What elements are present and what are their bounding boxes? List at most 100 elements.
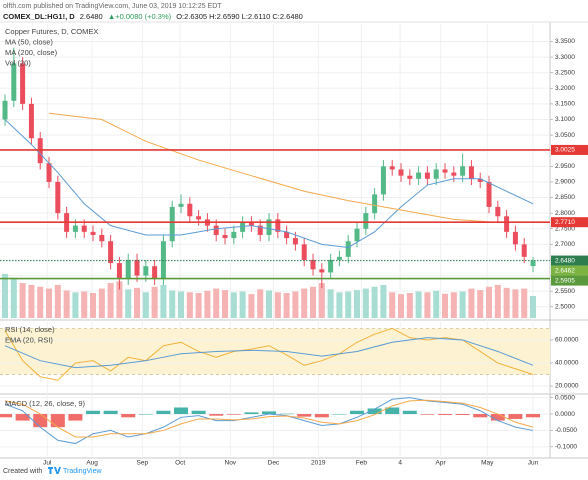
symbol: COMEX_DL:HG1!, D	[3, 12, 75, 21]
legend-entry: MA (200, close)	[5, 48, 58, 57]
candle-body	[416, 172, 422, 179]
y-tick-label: 3.1500	[555, 101, 575, 108]
candle-body	[28, 103, 34, 139]
volume-bar	[195, 293, 202, 318]
candle-body	[433, 169, 439, 179]
candle-body	[196, 216, 202, 220]
macd-histogram-bar	[68, 414, 83, 421]
candle-body	[222, 234, 228, 239]
volume-bar	[292, 291, 299, 318]
macd-histogram-bar	[526, 414, 541, 418]
volume-bar	[433, 290, 440, 318]
volume-bar	[186, 292, 193, 318]
macd-histogram-bar	[191, 410, 206, 415]
volume-bar	[310, 286, 317, 318]
y-tick-label: 3.3000	[555, 54, 575, 61]
volume-bar	[116, 281, 123, 318]
macd-histogram-bar	[33, 414, 48, 428]
macd-histogram-bar	[473, 414, 488, 418]
x-tick-label: Jul	[43, 460, 52, 467]
volume-bar	[178, 291, 185, 318]
macd-histogram-bar	[367, 408, 382, 415]
y-tick-label: 3.1000	[555, 116, 575, 123]
y-tick-label: 3.3500	[555, 38, 575, 45]
y-tick-label: 40.0000	[555, 360, 579, 367]
candle-body	[301, 244, 307, 260]
volume-bar	[28, 284, 35, 318]
y-tick-label: 3.0500	[555, 132, 575, 139]
level-label-box	[551, 255, 588, 266]
macd-histogram-bar	[279, 413, 294, 415]
x-tick-label: Dec	[268, 460, 280, 467]
candle-body	[116, 263, 122, 279]
level-label: 2.6462	[555, 267, 575, 274]
y-tick-label: 2.9000	[555, 179, 575, 186]
logo	[48, 467, 61, 474]
macd-histogram-bar	[138, 414, 153, 415]
candle-body	[407, 175, 413, 179]
candle-body	[451, 172, 457, 176]
candle-body	[134, 259, 140, 276]
candle-body	[512, 231, 518, 245]
volume-bar	[398, 294, 405, 318]
volume-bar	[19, 283, 26, 318]
x-tick-label: 2019	[311, 460, 326, 467]
legend-entry: EMA (20, RSI)	[5, 335, 53, 344]
macd-histogram-bar	[455, 414, 470, 416]
macd-histogram-bar	[385, 407, 400, 415]
legend-entry: Copper Futures, D, COMEX	[5, 27, 98, 36]
x-tick-label: Jun	[528, 460, 539, 467]
candle-body	[292, 238, 298, 245]
candle-body	[248, 222, 254, 226]
volume-bar	[301, 288, 308, 318]
candle-body	[257, 225, 263, 235]
volume-bar	[239, 291, 246, 318]
legend-entry: MA (50, close)	[5, 37, 53, 46]
candle-body	[530, 260, 536, 267]
volume-bar	[336, 292, 343, 318]
volume-bar	[274, 292, 281, 318]
indicator-line	[4, 119, 534, 248]
macd-histogram-bar	[402, 410, 417, 415]
macd-histogram-bar	[314, 414, 329, 418]
candle-body	[187, 203, 193, 217]
candle-body	[72, 225, 78, 232]
legend-entry: RSI (14, close)	[5, 325, 55, 334]
y-tick-label: 2.7000	[555, 241, 575, 248]
level-label: 2.6480	[555, 257, 575, 264]
macd-histogram-bar	[508, 414, 523, 419]
y-tick-label: -0.1000	[555, 444, 577, 451]
candle-body	[11, 63, 17, 101]
indicator-line	[4, 337, 534, 369]
legend-entry: MACD (12, 26, close, 9)	[5, 399, 86, 408]
footer-brand: TradingView	[63, 468, 102, 475]
macd-histogram-bar	[226, 414, 241, 415]
level-label-box	[551, 217, 588, 228]
volume-bar	[468, 288, 475, 318]
ohlc: O:2.6305 H:2.6590 L:2.6110 C:2.6480	[176, 12, 303, 21]
macd-histogram-bar	[209, 414, 224, 416]
candle-body	[284, 231, 290, 239]
volume-bar	[142, 292, 149, 318]
level-label-box	[551, 275, 588, 286]
x-tick-label: Nov	[225, 460, 237, 467]
volume-bar	[107, 283, 114, 318]
candle-body	[266, 219, 272, 235]
x-tick-label: Sep	[137, 460, 149, 467]
macd-histogram-bar	[50, 414, 65, 428]
y-tick-label: 2.8000	[555, 210, 575, 217]
macd-histogram-bar	[244, 412, 259, 415]
candle-body	[108, 241, 114, 264]
y-tick-label: 3.2500	[555, 69, 575, 76]
change: ▲+0.0080 (+0.3%)	[108, 12, 172, 21]
volume-bar	[2, 273, 9, 318]
y-tick-label: -0.0500	[555, 427, 577, 434]
candle-body	[380, 166, 386, 195]
candle-body	[46, 163, 52, 182]
candle-body	[460, 166, 466, 176]
y-tick-label: 60.0000	[555, 337, 579, 344]
volume-bar	[530, 295, 537, 318]
candle-body	[160, 241, 166, 279]
level-label-box	[551, 265, 588, 276]
volume-bar	[222, 290, 229, 318]
